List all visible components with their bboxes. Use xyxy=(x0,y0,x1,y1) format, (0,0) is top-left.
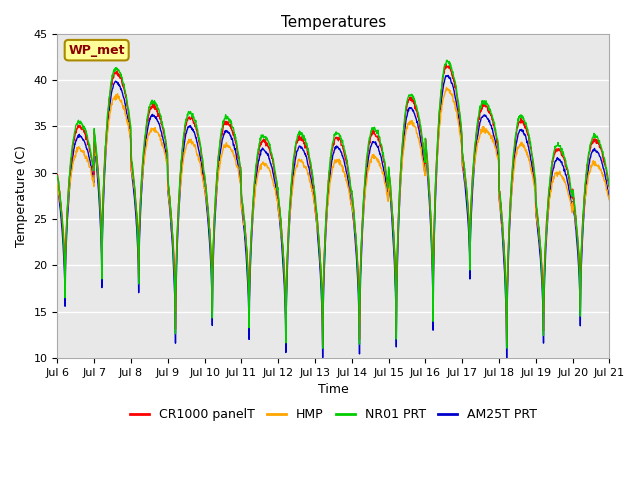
Title: Temperatures: Temperatures xyxy=(281,15,386,30)
CR1000 panelT xyxy=(54,172,61,178)
AM25T PRT xyxy=(605,195,613,201)
Line: CR1000 panelT: CR1000 panelT xyxy=(58,64,609,346)
CR1000 panelT xyxy=(419,145,427,151)
Text: WP_met: WP_met xyxy=(68,44,125,57)
Line: HMP: HMP xyxy=(58,87,609,326)
NR01 PRT xyxy=(540,276,548,282)
AM25T PRT xyxy=(492,138,499,144)
CR1000 panelT xyxy=(238,196,246,202)
Legend: CR1000 panelT, HMP, NR01 PRT, AM25T PRT: CR1000 panelT, HMP, NR01 PRT, AM25T PRT xyxy=(125,403,542,426)
NR01 PRT xyxy=(319,345,326,351)
Line: NR01 PRT: NR01 PRT xyxy=(58,60,609,348)
CR1000 panelT xyxy=(442,61,450,67)
HMP xyxy=(238,204,246,210)
NR01 PRT xyxy=(492,126,499,132)
NR01 PRT xyxy=(54,173,61,179)
AM25T PRT xyxy=(540,287,548,292)
AM25T PRT xyxy=(503,355,511,361)
CR1000 panelT xyxy=(176,177,184,182)
AM25T PRT xyxy=(176,187,184,192)
NR01 PRT xyxy=(163,145,170,151)
NR01 PRT xyxy=(176,175,184,180)
Line: AM25T PRT: AM25T PRT xyxy=(58,75,609,358)
CR1000 panelT xyxy=(540,272,548,278)
CR1000 panelT xyxy=(492,130,499,136)
HMP xyxy=(605,197,613,203)
NR01 PRT xyxy=(443,57,451,63)
CR1000 panelT xyxy=(605,184,613,190)
Y-axis label: Temperature (C): Temperature (C) xyxy=(15,145,28,247)
HMP xyxy=(503,323,511,329)
NR01 PRT xyxy=(605,183,613,189)
CR1000 panelT xyxy=(319,343,326,348)
AM25T PRT xyxy=(238,205,246,211)
X-axis label: Time: Time xyxy=(318,383,349,396)
AM25T PRT xyxy=(54,183,61,189)
HMP xyxy=(540,269,548,275)
HMP xyxy=(163,157,170,163)
AM25T PRT xyxy=(444,72,452,78)
CR1000 panelT xyxy=(163,149,170,155)
HMP xyxy=(443,84,451,90)
AM25T PRT xyxy=(163,156,170,162)
HMP xyxy=(419,157,427,163)
NR01 PRT xyxy=(238,195,246,201)
AM25T PRT xyxy=(419,151,427,157)
NR01 PRT xyxy=(419,143,427,149)
HMP xyxy=(176,185,184,191)
HMP xyxy=(492,145,499,151)
HMP xyxy=(54,182,61,188)
